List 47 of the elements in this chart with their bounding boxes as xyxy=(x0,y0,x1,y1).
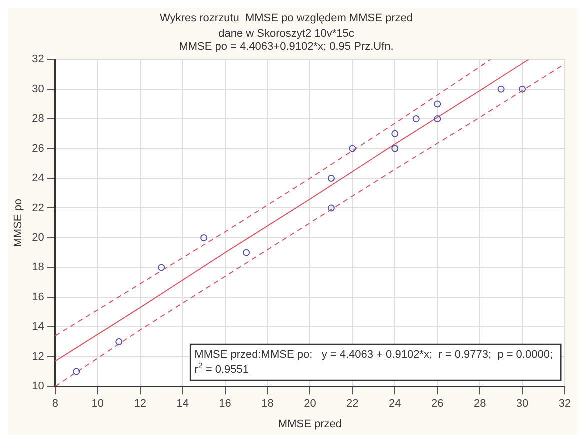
x-tick-label: 20 xyxy=(304,398,316,410)
point xyxy=(434,116,442,123)
x-tick-label: 32 xyxy=(558,398,572,410)
x-tick-label: 14 xyxy=(176,398,189,410)
point xyxy=(328,204,335,212)
point xyxy=(392,130,399,138)
y-tick-label: 20 xyxy=(32,232,44,244)
chart-subtitle: dane w Skoroszyt2 10v*15c xyxy=(218,28,355,40)
x-tick-label: 10 xyxy=(92,398,104,410)
y-tick-label: 26 xyxy=(32,142,44,155)
point xyxy=(200,234,208,242)
text: MMSE po = 4.4063+0.9102*x; 0.95 Prz.Ufn. xyxy=(179,41,394,54)
point xyxy=(519,86,526,93)
y-tick-label: 10 xyxy=(32,380,44,393)
point xyxy=(498,86,505,93)
x-tick-label: 30 xyxy=(516,398,529,410)
point xyxy=(392,145,399,152)
x-tick-label: 22 xyxy=(346,398,359,410)
point xyxy=(116,338,123,346)
point xyxy=(243,249,250,256)
y-tick-label: 22 xyxy=(32,202,44,214)
annotation: MMSE przed:MMSE po: y = 4.4063 + 0.9102*x; r = 0.9773; p = 0.0000; xyxy=(194,349,554,362)
y-tick-label: 18 xyxy=(32,262,44,274)
point xyxy=(349,145,356,152)
x-axis-title: MMSE przed xyxy=(278,418,342,430)
y-tick-label: 12 xyxy=(32,350,44,363)
line-series xyxy=(55,60,492,337)
y-tick-label: 24 xyxy=(32,172,44,185)
point xyxy=(73,368,80,376)
y-tick-label: 14 xyxy=(32,321,44,334)
point xyxy=(158,264,166,272)
y-tick-label: 16 xyxy=(32,291,44,304)
x-tick-label: 16 xyxy=(219,398,232,410)
x-tick-label: 26 xyxy=(431,398,444,410)
x-tick-label: 8 xyxy=(52,398,58,410)
y-tick-label: 30 xyxy=(32,83,44,96)
point xyxy=(434,100,442,108)
chart-title: Wykres rozrzutu MMSE po względem MMSE przed xyxy=(160,12,413,25)
x-tick-label: 18 xyxy=(262,398,274,410)
x-tick-label: 24 xyxy=(389,398,402,410)
point xyxy=(328,175,335,182)
y-tick-label: 32 xyxy=(32,54,44,66)
x-tick-label: 28 xyxy=(474,398,486,410)
x-tick-label: 12 xyxy=(134,398,146,410)
y-tick-label: 28 xyxy=(32,113,44,126)
point xyxy=(412,116,420,123)
y-axis-title: MMSE po xyxy=(12,198,25,248)
